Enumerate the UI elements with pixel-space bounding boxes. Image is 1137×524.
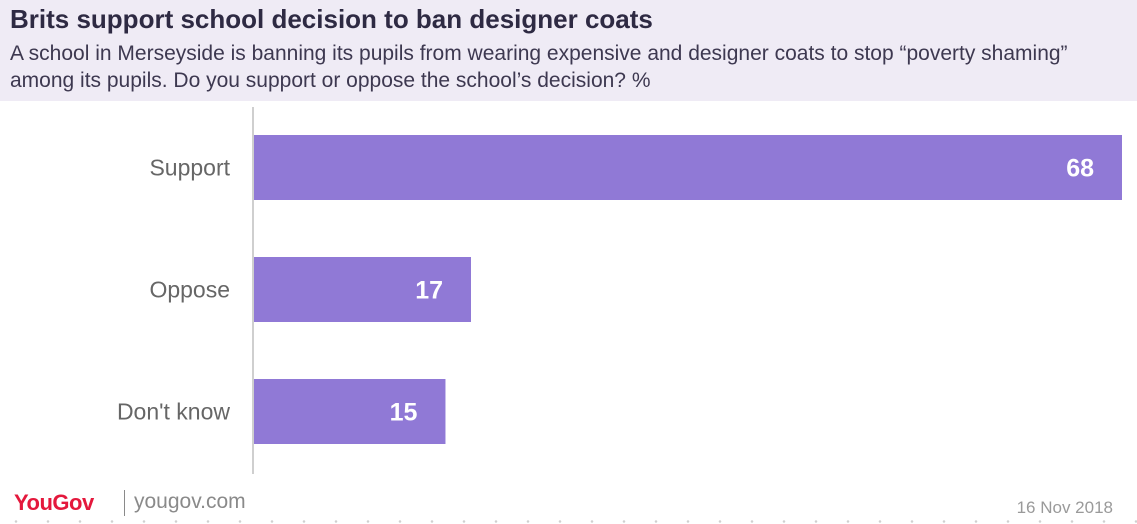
category-label: Oppose: [149, 277, 230, 303]
data-label: 68: [1066, 155, 1094, 183]
category-label: Support: [149, 155, 230, 181]
footer-date: 16 Nov 2018: [1016, 498, 1113, 517]
data-label: 15: [390, 399, 418, 427]
bar-support: [254, 135, 1122, 200]
bar-don-t-know: [254, 379, 446, 444]
chart-title: Brits support school decision to ban des…: [10, 4, 653, 34]
chart-subtitle: A school in Merseyside is banning its pu…: [10, 42, 1068, 92]
bar-oppose: [254, 257, 471, 322]
data-label: 17: [415, 277, 443, 305]
yougov-logo: YouGov: [14, 490, 94, 515]
category-label: Don't know: [117, 399, 230, 425]
dotted-border: [0, 519, 1137, 524]
footer-divider: [124, 490, 125, 516]
header-banner: Brits support school decision to ban des…: [0, 0, 1137, 101]
footer-site-link[interactable]: yougov.com: [134, 490, 246, 513]
